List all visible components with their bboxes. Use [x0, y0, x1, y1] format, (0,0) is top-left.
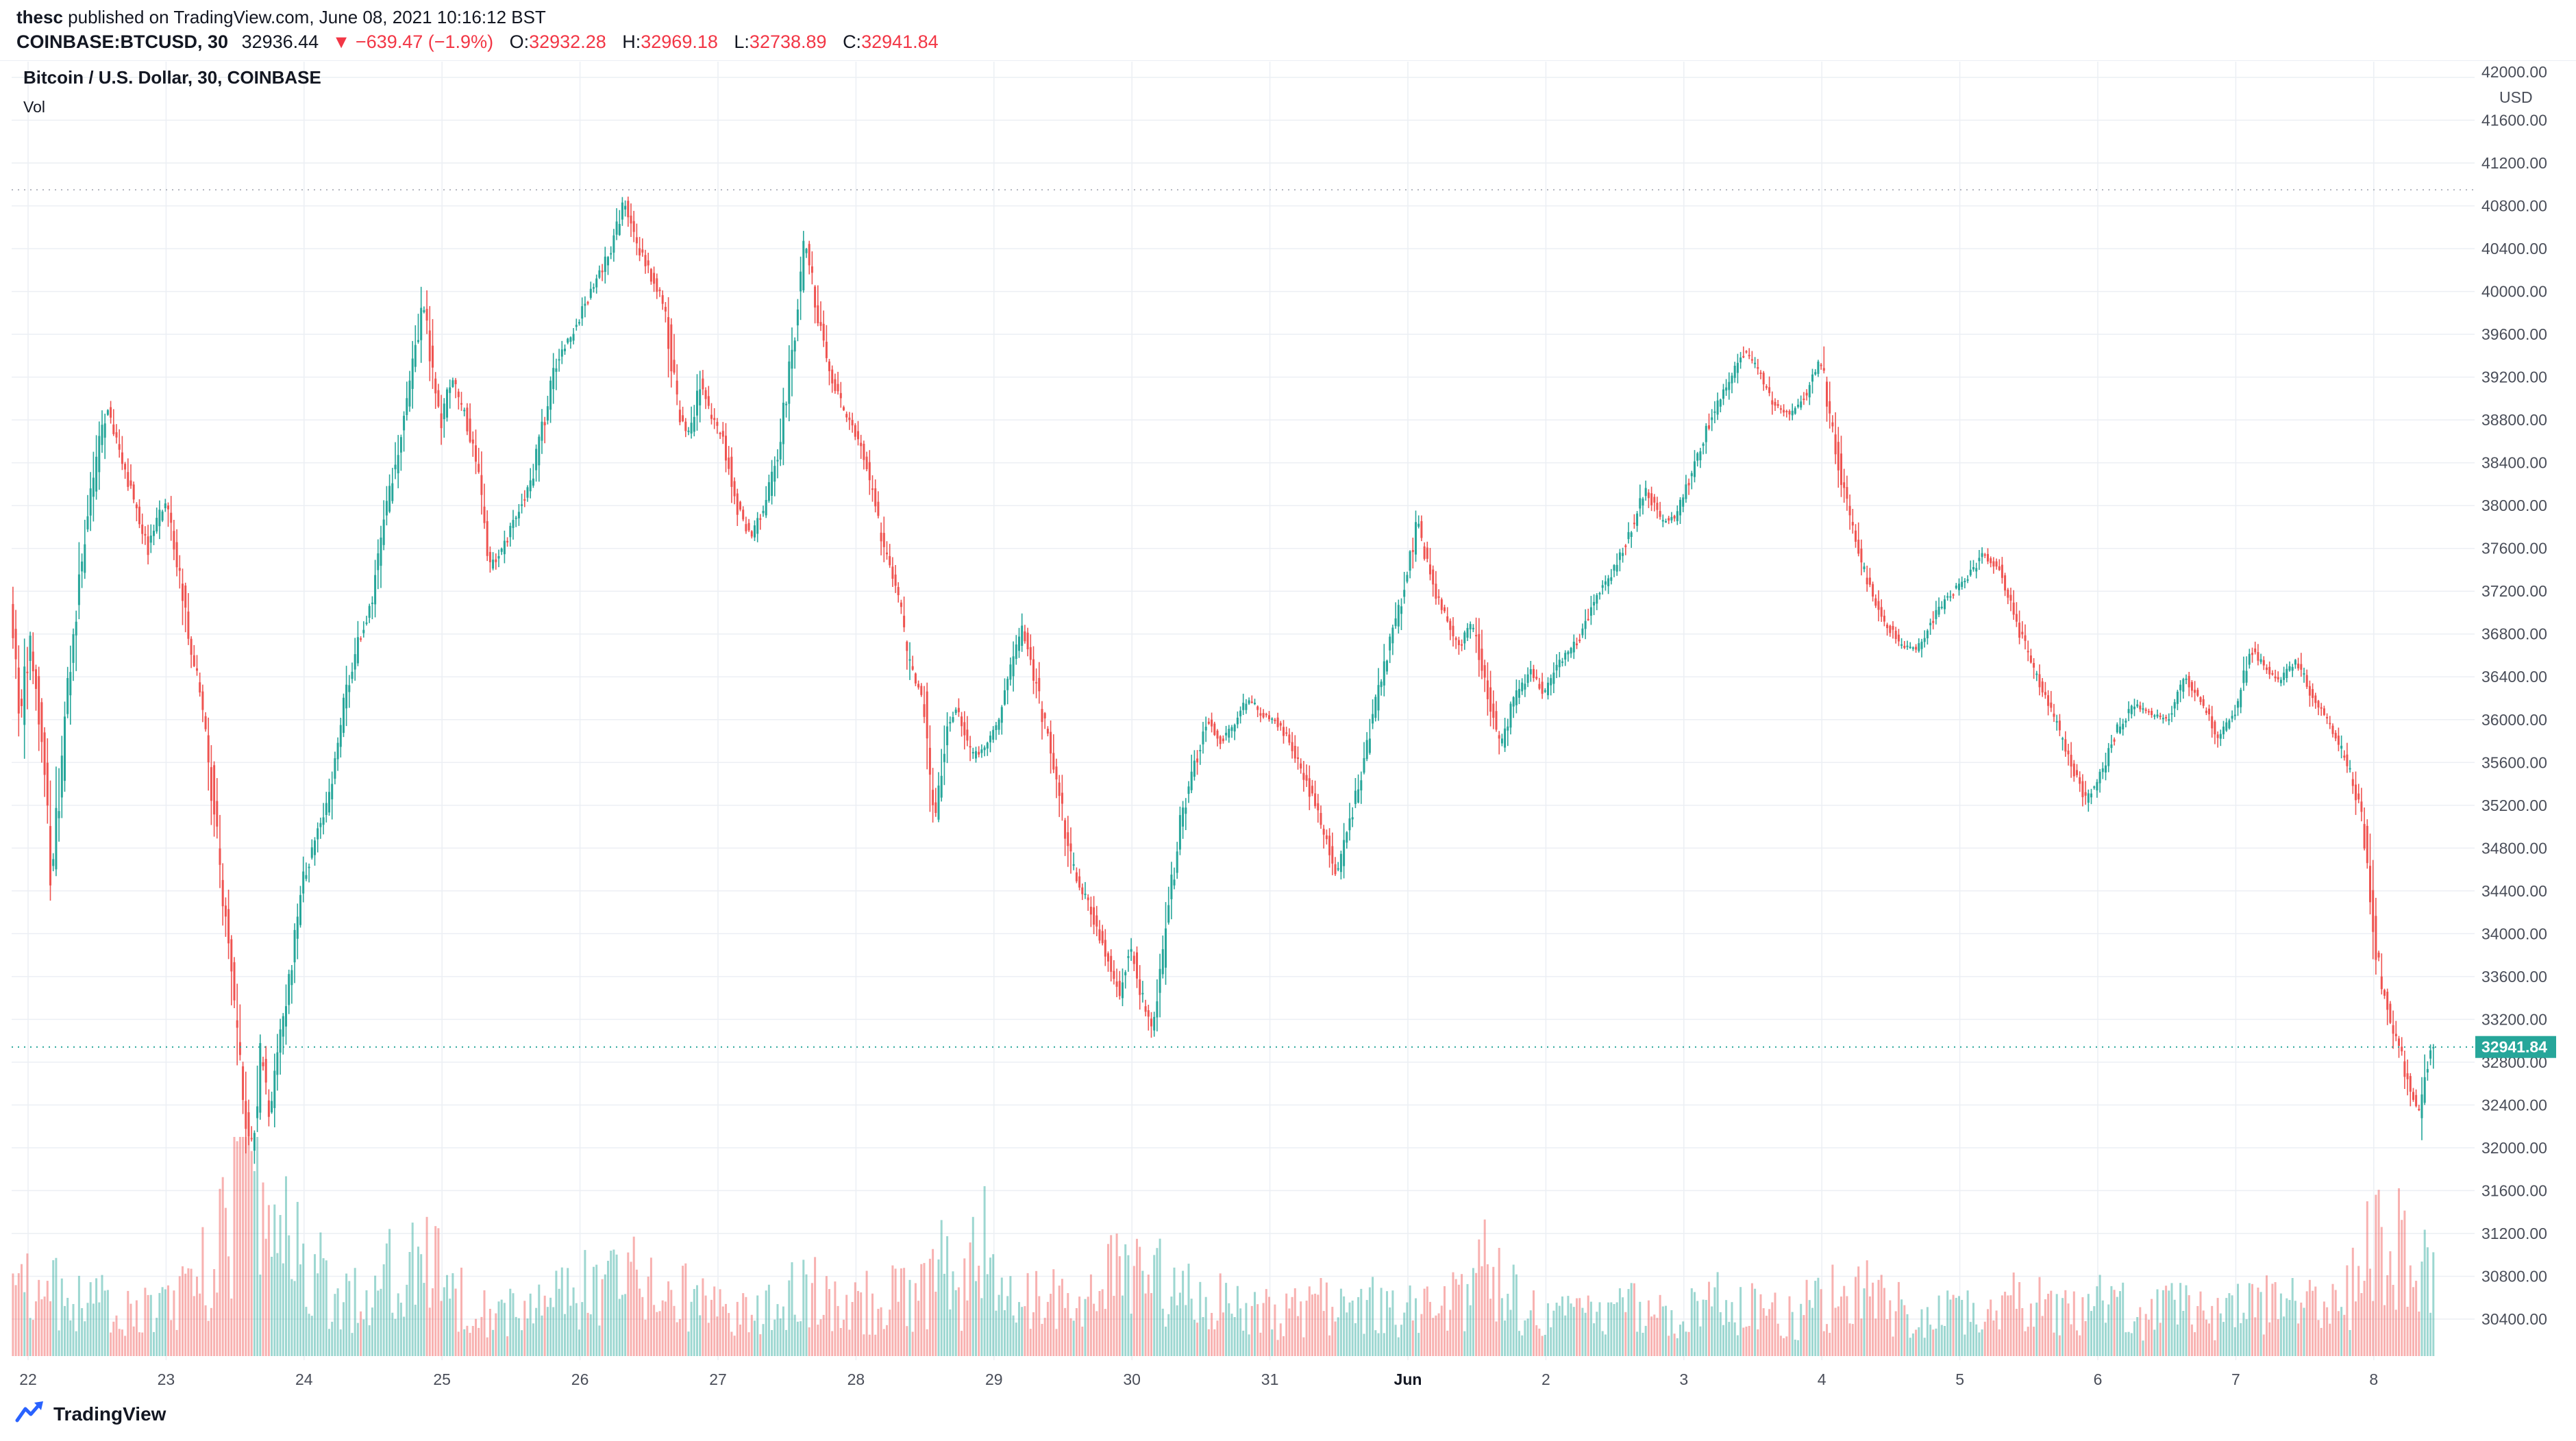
svg-text:22: 22: [19, 1370, 37, 1388]
y-axis-labels[interactable]: 30400.00 30800.00 31200.00 31600.00 32000.00…: [2481, 63, 2547, 1328]
svg-text:23: 23: [158, 1370, 175, 1388]
last-price-text: 32936.44: [241, 32, 319, 52]
svg-text:30400.00: 30400.00: [2481, 1310, 2547, 1328]
svg-text:7: 7: [2231, 1370, 2240, 1388]
low-value: 32738.89: [749, 32, 827, 52]
close-pair: C:32941.84: [843, 32, 939, 52]
publish-info: thesc published on TradingView.com, June…: [16, 7, 546, 28]
chart-top-divider: [0, 60, 2576, 61]
change-text: ▼ −639.47 (−1.9%): [332, 32, 494, 52]
svg-text:30: 30: [1123, 1370, 1141, 1388]
author-name: thesc: [16, 7, 63, 27]
svg-text:29: 29: [985, 1370, 1003, 1388]
grid-layer: [12, 62, 2475, 1360]
svg-text:38800.00: 38800.00: [2481, 411, 2547, 429]
svg-text:24: 24: [295, 1370, 313, 1388]
svg-text:33600.00: 33600.00: [2481, 968, 2547, 986]
volume-layer: [12, 1137, 2435, 1356]
svg-text:36000.00: 36000.00: [2481, 711, 2547, 729]
close-value: 32941.84: [861, 32, 939, 52]
svg-text:31200.00: 31200.00: [2481, 1225, 2547, 1242]
svg-text:36800.00: 36800.00: [2481, 625, 2547, 643]
svg-text:32000.00: 32000.00: [2481, 1139, 2547, 1157]
svg-text:40400.00: 40400.00: [2481, 240, 2547, 258]
open-label: O:: [509, 32, 530, 52]
svg-text:37200.00: 37200.00: [2481, 582, 2547, 600]
svg-text:26: 26: [571, 1370, 589, 1388]
tradingview-attribution[interactable]: TradingView: [15, 1400, 166, 1428]
symbol-title[interactable]: COINBASE:BTCUSD, 30: [16, 32, 229, 52]
svg-text:4: 4: [1818, 1370, 1826, 1388]
volume-legend-label[interactable]: Vol: [23, 98, 45, 116]
svg-text:37600.00: 37600.00: [2481, 540, 2547, 557]
high-value: 32969.18: [641, 32, 718, 52]
candles-layer: [12, 197, 2435, 1164]
high-label: H:: [622, 32, 641, 52]
tradingview-logo-icon: [15, 1400, 45, 1428]
svg-text:34400.00: 34400.00: [2481, 882, 2547, 900]
svg-text:40000.00: 40000.00: [2481, 283, 2547, 301]
svg-text:39600.00: 39600.00: [2481, 325, 2547, 343]
svg-text:39200.00: 39200.00: [2481, 368, 2547, 386]
svg-text:31: 31: [1261, 1370, 1279, 1388]
x-axis-labels[interactable]: 22 23 24 25 26 27 28 29 30 31 Jun 2 3 4 5 6 7 8: [19, 1370, 2378, 1388]
svg-text:27: 27: [709, 1370, 727, 1388]
svg-text:42000.00: 42000.00: [2481, 63, 2547, 81]
svg-text:34000.00: 34000.00: [2481, 925, 2547, 942]
close-label: C:: [843, 32, 862, 52]
tradingview-brand-text: TradingView: [53, 1403, 166, 1425]
svg-text:41600.00: 41600.00: [2481, 112, 2547, 129]
svg-text:38400.00: 38400.00: [2481, 454, 2547, 472]
svg-text:Jun: Jun: [1394, 1370, 1422, 1388]
svg-text:32941.84: 32941.84: [2481, 1038, 2547, 1056]
svg-text:35600.00: 35600.00: [2481, 753, 2547, 771]
svg-text:40800.00: 40800.00: [2481, 197, 2547, 215]
svg-text:31600.00: 31600.00: [2481, 1181, 2547, 1199]
open-value: 32932.28: [529, 32, 606, 52]
svg-text:25: 25: [433, 1370, 451, 1388]
svg-text:33200.00: 33200.00: [2481, 1010, 2547, 1028]
svg-text:28: 28: [847, 1370, 865, 1388]
svg-text:35200.00: 35200.00: [2481, 797, 2547, 814]
svg-text:41200.00: 41200.00: [2481, 154, 2547, 172]
last-price-axis-label[interactable]: 32941.84: [2475, 1036, 2556, 1058]
low-pair: L:32738.89: [734, 32, 826, 52]
svg-text:6: 6: [2094, 1370, 2103, 1388]
symbol-status-row: COINBASE:BTCUSD, 30 32936.44 ▼ −639.47 (…: [16, 32, 939, 53]
chart-legend-title[interactable]: Bitcoin / U.S. Dollar, 30, COINBASE: [23, 67, 321, 88]
low-label: L:: [734, 32, 750, 52]
svg-text:30800.00: 30800.00: [2481, 1268, 2547, 1286]
chart-legend[interactable]: Bitcoin / U.S. Dollar, 30, COINBASE Vol: [23, 67, 321, 116]
svg-text:3: 3: [1679, 1370, 1688, 1388]
svg-text:2: 2: [1541, 1370, 1550, 1388]
open-pair: O:32932.28: [510, 32, 606, 52]
publish-text: published on TradingView.com, June 08, 2…: [62, 7, 546, 27]
currency-label: USD: [2499, 88, 2533, 106]
svg-text:5: 5: [1955, 1370, 1964, 1388]
svg-text:34800.00: 34800.00: [2481, 839, 2547, 857]
svg-text:8: 8: [2369, 1370, 2378, 1388]
high-pair: H:32969.18: [622, 32, 718, 52]
svg-text:32400.00: 32400.00: [2481, 1096, 2547, 1114]
svg-text:36400.00: 36400.00: [2481, 668, 2547, 686]
svg-text:38000.00: 38000.00: [2481, 497, 2547, 514]
